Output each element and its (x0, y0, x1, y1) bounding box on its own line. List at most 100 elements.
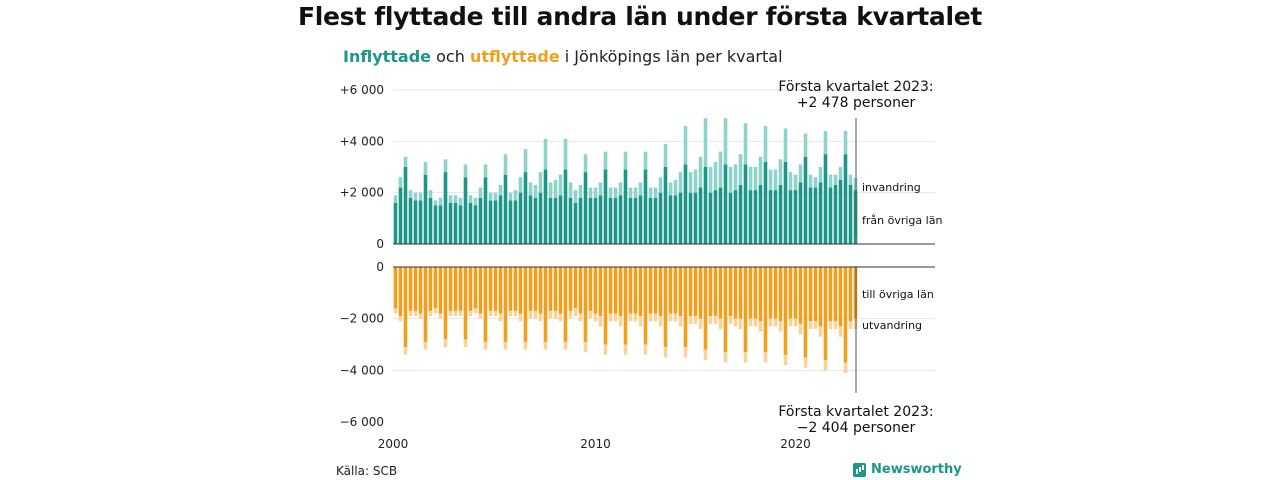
bar-from-other-counties (423, 174, 428, 244)
bar-from-other-counties (753, 190, 758, 244)
bar-emigration (468, 310, 473, 317)
bar-from-other-counties (568, 197, 573, 244)
bar-emigration (668, 313, 673, 322)
bar-emigration (823, 360, 828, 371)
bar-from-other-counties (513, 200, 518, 244)
bar-from-other-counties (473, 205, 478, 244)
bar-from-other-counties (723, 164, 728, 244)
bar-from-other-counties (563, 169, 568, 244)
bar-to-other-counties (593, 267, 598, 314)
bar-to-other-counties (468, 267, 473, 311)
bar-from-other-counties (813, 187, 818, 244)
bar-to-other-counties (508, 267, 513, 311)
bar-to-other-counties (563, 267, 568, 342)
bar-to-other-counties (678, 267, 683, 317)
bar-emigration (628, 313, 633, 322)
bar-to-other-counties (528, 267, 533, 311)
bar-emigration (833, 321, 838, 329)
annotation-top-line1: Första kvartalet 2023: (778, 79, 933, 95)
outflow-bars (393, 267, 858, 373)
bar-to-other-counties (418, 267, 423, 314)
bar-emigration (798, 323, 803, 335)
bar-emigration (493, 310, 498, 317)
bar-to-other-counties (448, 267, 453, 311)
bar-immigration (523, 149, 528, 173)
bar-immigration (653, 187, 658, 198)
bar-to-other-counties (628, 267, 633, 314)
bar-emigration (648, 313, 653, 322)
bar-to-other-counties (808, 267, 813, 322)
bar-to-other-counties (413, 267, 418, 311)
bar-to-other-counties (788, 267, 793, 319)
bar-emigration (748, 318, 753, 327)
bar-immigration (683, 125, 688, 165)
bar-emigration (633, 313, 638, 322)
bar-emigration (683, 347, 688, 358)
x-tick-label: 2010 (580, 437, 611, 451)
bar-to-other-counties (828, 267, 833, 322)
bar-from-other-counties (603, 169, 608, 244)
bar-from-other-counties (668, 195, 673, 244)
bar-from-other-counties (698, 187, 703, 244)
bar-emigration (623, 344, 628, 355)
bar-from-other-counties (693, 192, 698, 244)
bar-immigration (608, 187, 613, 198)
bar-to-other-counties (423, 267, 428, 342)
bar-to-other-counties (823, 267, 828, 360)
y-tick-label-bottom: −2 000 (340, 312, 384, 326)
bar-immigration (688, 172, 693, 193)
bar-immigration (618, 182, 623, 196)
bar-emigration (548, 310, 553, 319)
bar-emigration (543, 341, 548, 350)
annotation-bottom-line2: −2 404 personer (797, 420, 916, 436)
bar-emigration (453, 310, 458, 317)
bar-from-other-counties (738, 184, 743, 244)
bar-from-other-counties (818, 182, 823, 244)
bar-emigration (793, 318, 798, 327)
bar-emigration (408, 310, 413, 317)
bar-emigration (588, 310, 593, 319)
bar-from-other-counties (403, 167, 408, 244)
bar-from-other-counties (773, 190, 778, 244)
bar-to-other-counties (833, 267, 838, 322)
bar-immigration (663, 143, 668, 167)
bar-to-other-counties (703, 267, 708, 350)
brand-name: Newsworthy (871, 462, 962, 477)
bar-from-other-counties (703, 167, 708, 244)
bar-emigration (433, 308, 438, 314)
bar-to-other-counties (513, 267, 518, 311)
bar-from-other-counties (583, 172, 588, 244)
bar-from-other-counties (573, 202, 578, 244)
bar-immigration (703, 118, 708, 167)
bar-immigration (783, 128, 788, 162)
bar-immigration (433, 200, 438, 206)
bar-to-other-counties (598, 267, 603, 317)
bar-immigration (643, 151, 648, 170)
bar-emigration (443, 339, 448, 348)
bar-immigration (428, 190, 433, 198)
bar-immigration (443, 159, 448, 173)
bar-to-other-counties (758, 267, 763, 322)
y-tick-label-bottom: −4 000 (340, 363, 384, 377)
bar-from-other-counties (788, 190, 793, 244)
bar-emigration (733, 318, 738, 327)
bar-to-other-counties (433, 267, 438, 309)
bar-from-other-counties (493, 200, 498, 244)
bar-immigration (753, 167, 758, 191)
bar-emigration (523, 341, 528, 350)
bar-from-other-counties (578, 197, 583, 244)
bar-immigration (503, 154, 508, 175)
bar-from-other-counties (398, 187, 403, 244)
bar-to-other-counties (763, 267, 768, 353)
bar-immigration (518, 177, 523, 193)
source-note: Källa: SCB (336, 464, 398, 478)
bar-from-other-counties (463, 177, 468, 244)
x-tick-label: 2020 (780, 437, 811, 451)
bar-immigration (508, 192, 513, 201)
bar-from-other-counties (508, 200, 513, 244)
bar-to-other-counties (733, 267, 738, 319)
bar-from-other-counties (653, 197, 658, 244)
bar-from-other-counties (418, 200, 423, 244)
bar-to-other-counties (398, 267, 403, 317)
bar-immigration (498, 184, 503, 196)
